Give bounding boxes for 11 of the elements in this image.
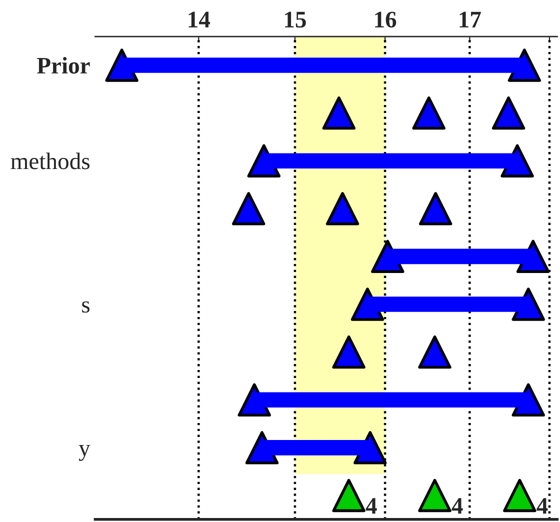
y-tick-label: Prior bbox=[36, 57, 90, 74]
annotation: 4 bbox=[452, 498, 463, 514]
annotation: 4 bbox=[536, 498, 548, 514]
x-tick-label: 15 bbox=[285, 12, 306, 28]
x-tick-label: 16 bbox=[375, 12, 396, 28]
y-tick-label: methods bbox=[10, 152, 90, 170]
annotation: 4 bbox=[366, 498, 377, 514]
x-tick-label: 17 bbox=[460, 12, 481, 28]
y-tick-label: s bbox=[82, 301, 90, 313]
x-tick-label: 14 bbox=[188, 12, 210, 28]
y-tick-label: y bbox=[78, 445, 90, 461]
